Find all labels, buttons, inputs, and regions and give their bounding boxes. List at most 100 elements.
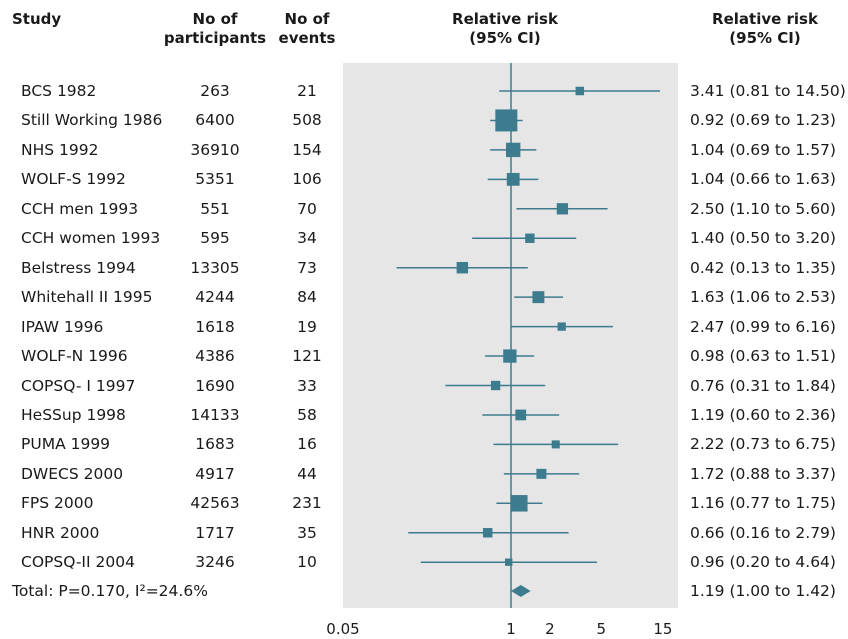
- point-estimate-square: [506, 142, 521, 158]
- participants-count: 13305: [190, 258, 240, 277]
- study-name: WOLF-N 1996: [21, 347, 128, 366]
- point-estimate-square: [515, 409, 527, 421]
- study-name: WOLF-S 1992: [21, 170, 126, 189]
- header-relative-risk-values: Relative risk (95% CI): [690, 10, 840, 48]
- events-count: 70: [297, 199, 317, 218]
- x-tick-label: 5: [596, 620, 607, 638]
- relative-risk-value: 2.47 (0.99 to 6.16): [690, 317, 836, 336]
- point-estimate-square: [506, 172, 520, 186]
- study-name: BCS 1982: [21, 82, 97, 100]
- x-tick-label: 15: [653, 620, 673, 638]
- study-name: Still Working 1986: [21, 111, 163, 130]
- header-participants-line2: participants: [163, 29, 267, 47]
- point-estimate-square: [511, 495, 528, 512]
- participants-count: 14133: [190, 405, 240, 424]
- events-count: 33: [297, 376, 317, 395]
- participants-count: 6400: [195, 111, 235, 130]
- relative-risk-value: 2.22 (0.73 to 6.75): [690, 435, 836, 454]
- header-rr-values-line1: Relative risk: [712, 10, 818, 28]
- header-events-line1: No of: [284, 10, 330, 28]
- relative-risk-value: 0.42 (0.13 to 1.35): [690, 258, 836, 277]
- events-count: 35: [297, 523, 317, 542]
- participants-count: 263: [200, 82, 230, 100]
- relative-risk-value: 0.66 (0.16 to 2.79): [690, 523, 836, 542]
- relative-risk-value: 1.16 (0.77 to 1.75): [690, 494, 836, 513]
- point-estimate-square: [482, 528, 493, 538]
- events-count: 58: [297, 405, 317, 424]
- point-estimate-square: [456, 261, 469, 274]
- relative-risk-value: 0.96 (0.20 to 4.64): [690, 553, 836, 572]
- study-name: COPSQ-II 2004: [21, 553, 135, 572]
- study-name: FPS 2000: [21, 494, 94, 513]
- relative-risk-value: 1.40 (0.50 to 3.20): [690, 229, 836, 248]
- header-rr-plot-line1: Relative risk: [452, 10, 558, 28]
- events-count: 231: [292, 494, 322, 513]
- point-estimate-square: [505, 558, 513, 566]
- events-count: 21: [297, 82, 317, 100]
- x-tick-label: 2: [545, 620, 555, 638]
- participants-count: 42563: [190, 494, 240, 513]
- events-count: 121: [292, 347, 322, 366]
- header-participants-line1: No of: [192, 10, 238, 28]
- relative-risk-value: 2.50 (1.10 to 5.60): [690, 199, 836, 218]
- study-name: HNR 2000: [21, 523, 100, 542]
- point-estimate-square: [532, 291, 545, 304]
- events-count: 73: [297, 258, 317, 277]
- relative-risk-value: 1.63 (1.06 to 2.53): [690, 288, 836, 307]
- relative-risk-value: 1.72 (0.88 to 3.37): [690, 464, 836, 483]
- x-tick-label: 0.05: [326, 620, 360, 638]
- header-relative-risk-plot: Relative risk (95% CI): [430, 10, 580, 48]
- relative-risk-value: 1.04 (0.66 to 1.63): [690, 170, 836, 189]
- relative-risk-value: 0.98 (0.63 to 1.51): [690, 347, 836, 366]
- point-estimate-square: [557, 322, 566, 331]
- participants-count: 1683: [195, 435, 235, 454]
- study-name: Whitehall II 1995: [21, 288, 153, 307]
- total-summary: Total: P=0.170, I²=24.6%: [12, 582, 208, 600]
- events-count: 106: [292, 170, 322, 189]
- events-count: 508: [292, 111, 322, 130]
- point-estimate-square: [551, 440, 560, 449]
- participants-count: 1690: [195, 376, 235, 395]
- events-count: 44: [297, 464, 317, 483]
- participants-count: 551: [200, 199, 230, 218]
- point-estimate-square: [525, 233, 535, 243]
- study-name: COPSQ- I 1997: [21, 376, 136, 395]
- pooled-estimate-diamond: [511, 585, 531, 597]
- header-events-line2: events: [278, 29, 336, 47]
- header-rr-values-line2: (95% CI): [729, 29, 801, 47]
- relative-risk-value: 3.41 (0.81 to 14.50): [690, 82, 846, 100]
- participants-count: 4244: [195, 288, 235, 307]
- study-name: Belstress 1994: [21, 258, 136, 277]
- events-count: 154: [292, 140, 322, 159]
- events-count: 10: [297, 553, 317, 572]
- events-count: 84: [297, 288, 317, 307]
- relative-risk-value: 1.19 (0.60 to 2.36): [690, 405, 836, 424]
- header-participants: No of participants: [160, 10, 270, 48]
- point-estimate-square: [490, 380, 501, 391]
- events-count: 19: [297, 317, 317, 336]
- point-estimate-square: [575, 86, 585, 96]
- total-relative-risk-value: 1.19 (1.00 to 1.42): [690, 582, 836, 600]
- participants-count: 3246: [195, 553, 235, 572]
- study-name: IPAW 1996: [21, 317, 104, 336]
- relative-risk-value: 1.04 (0.69 to 1.57): [690, 140, 836, 159]
- study-name: PUMA 1999: [21, 435, 111, 454]
- point-estimate-square: [503, 349, 517, 363]
- events-count: 34: [297, 229, 317, 248]
- point-estimate-square: [536, 468, 547, 479]
- study-name: HeSSup 1998: [21, 405, 126, 424]
- events-count: 16: [297, 435, 317, 454]
- participants-count: 5351: [195, 170, 235, 189]
- header-rr-plot-line2: (95% CI): [469, 29, 541, 47]
- participants-count: 1618: [195, 317, 235, 336]
- study-name: CCH men 1993: [21, 199, 139, 218]
- study-name: NHS 1992: [21, 140, 99, 159]
- study-name: CCH women 1993: [21, 229, 161, 248]
- participants-count: 1717: [195, 523, 235, 542]
- point-estimate-square: [495, 109, 518, 132]
- x-tick-label: 1: [506, 620, 516, 638]
- point-estimate-square: [556, 203, 569, 215]
- participants-count: 595: [200, 229, 230, 248]
- participants-count: 4917: [195, 464, 235, 483]
